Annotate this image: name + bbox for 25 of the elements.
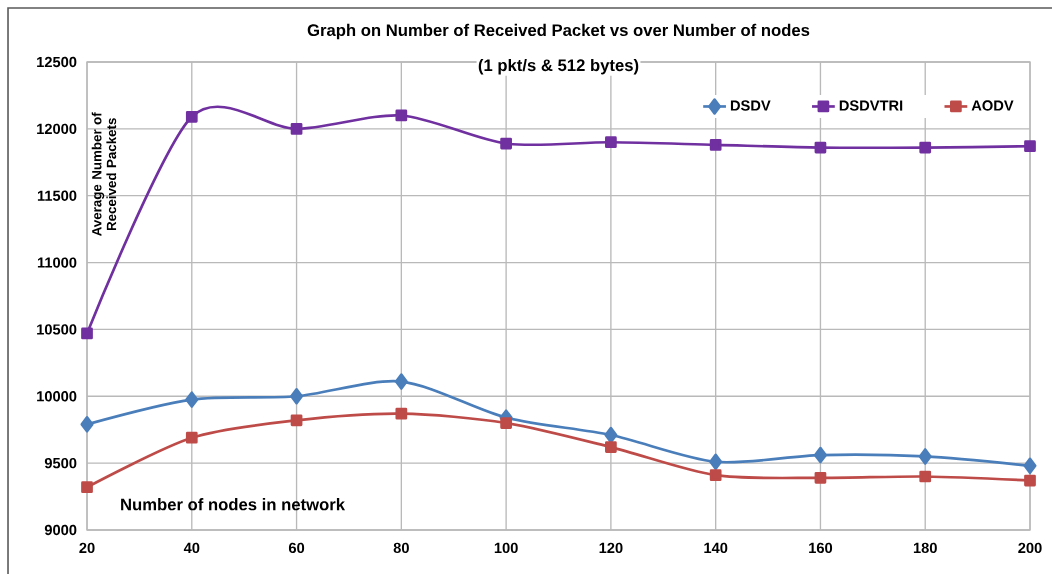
x-tick-label: 80: [393, 542, 409, 554]
x-tick-label: 140: [704, 542, 728, 554]
y-tick-label: 11500: [37, 190, 77, 201]
x-axis-title: Number of nodes in network: [121, 498, 346, 511]
x-tick-label: 100: [494, 542, 518, 554]
y-tick-label: 12000: [37, 123, 77, 135]
y-tick-label: 9000: [44, 524, 77, 536]
legend-label: DSDVTRI: [839, 100, 903, 111]
x-tick-label: 20: [79, 542, 95, 554]
y-axis-title: Average Number of Received Packets: [91, 112, 117, 236]
y-tick-label: 10500: [37, 324, 77, 335]
x-tick-label: 120: [599, 542, 623, 554]
x-tick-label: 40: [183, 542, 200, 554]
y-tick-label: 11000: [37, 257, 77, 268]
x-tick-label: 200: [1018, 542, 1042, 554]
y-tick-label: 9500: [44, 457, 77, 469]
x-tick-label: 180: [913, 542, 937, 554]
x-tick-label: 60: [288, 542, 305, 554]
legend-label: DSDV: [730, 100, 771, 111]
legend-label: AODV: [971, 100, 1014, 111]
x-tick-label: 160: [809, 542, 833, 554]
y-tick-label: 12500: [37, 56, 77, 68]
chart-subtitle: (1 pkt/s & 512 bytes): [478, 58, 639, 75]
chart-title: Graph on Number of Received Packet vs over Number of nodes: [307, 23, 810, 40]
y-tick-label: 10000: [37, 391, 77, 402]
